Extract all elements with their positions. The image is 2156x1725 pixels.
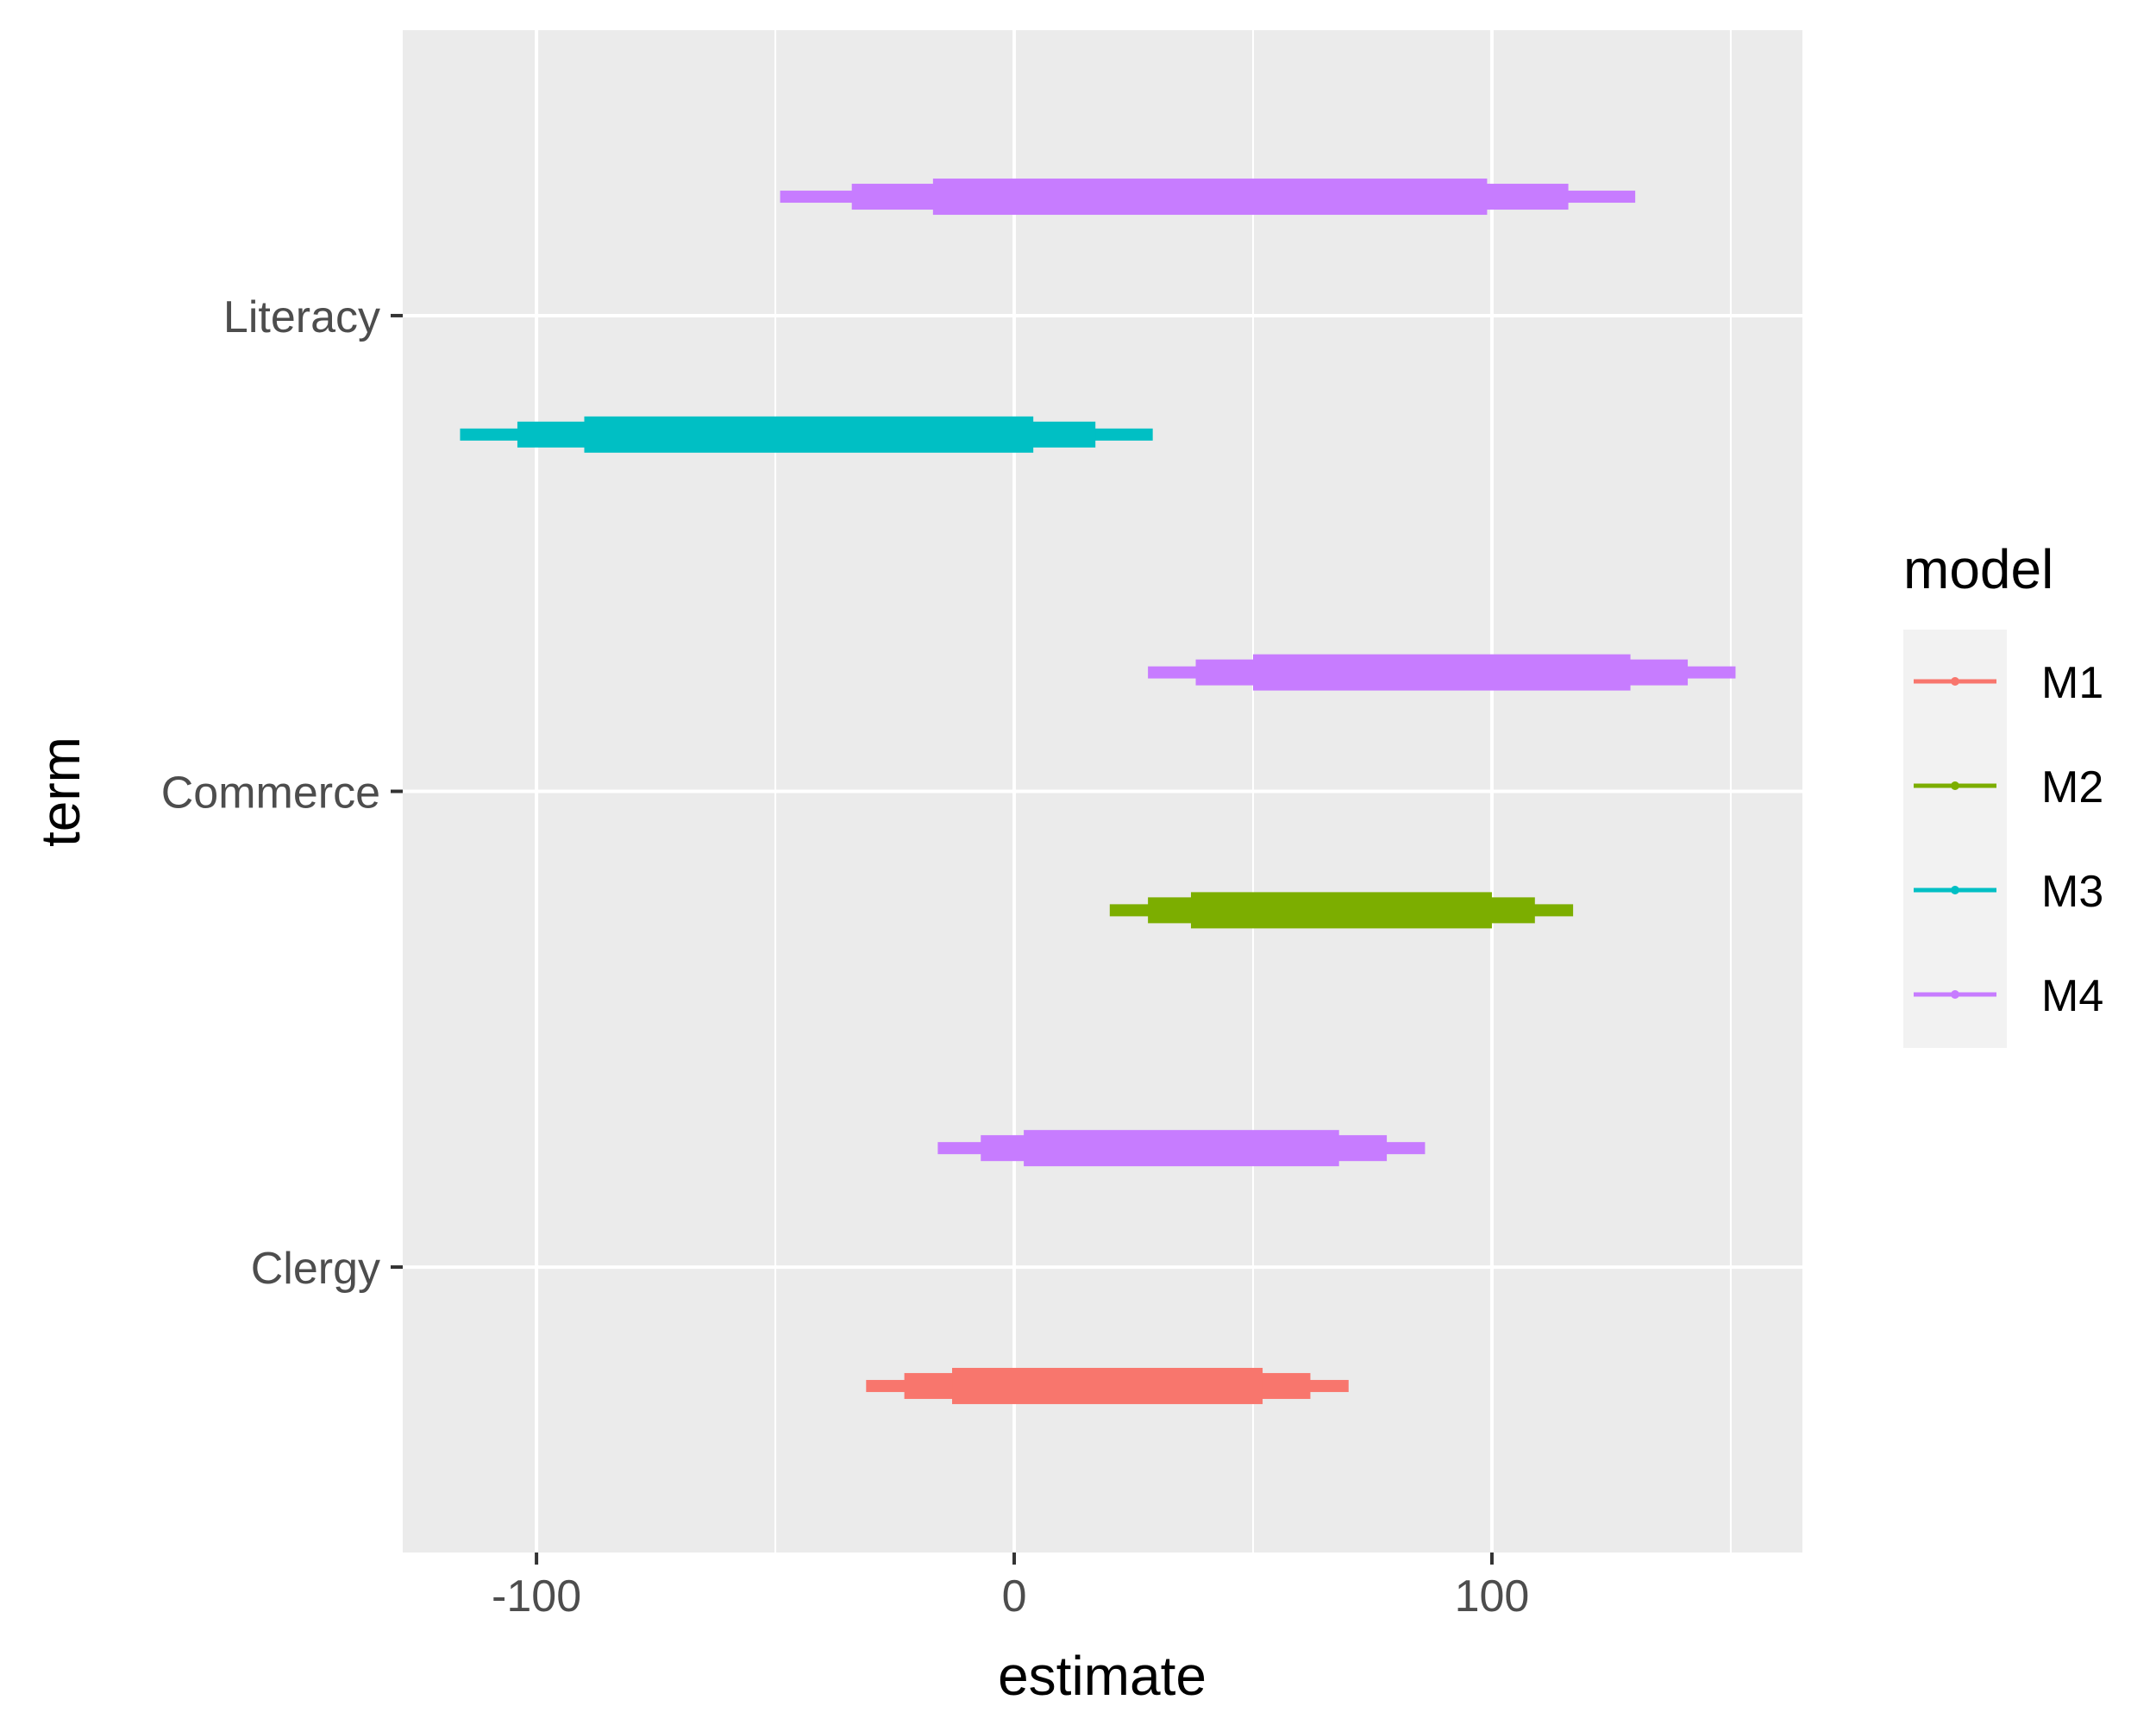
x-tick-label: 0 bbox=[1002, 1571, 1027, 1622]
x-tick-label: 100 bbox=[1455, 1571, 1530, 1622]
legend-label: M1 bbox=[2041, 658, 2103, 708]
legend-item-m3: M3 bbox=[1914, 867, 2103, 917]
legend-key-point bbox=[1951, 886, 1959, 894]
y-tick-label: Literacy bbox=[223, 292, 380, 342]
legend-item-m4: M4 bbox=[1914, 971, 2103, 1021]
interval-m4-clergy bbox=[937, 1130, 1426, 1167]
legend: model M1 M2 M3 M4 bbox=[1903, 538, 2103, 1048]
interval-bar-inner bbox=[932, 179, 1488, 216]
y-tick-label: Clergy bbox=[251, 1244, 380, 1294]
x-axis: -100 0 100 bbox=[492, 1552, 1529, 1622]
interval-m4-literacy bbox=[780, 179, 1636, 216]
x-axis-title: estimate bbox=[998, 1645, 1206, 1707]
legend-title: model bbox=[1903, 538, 2053, 600]
interval-bar-inner bbox=[952, 1367, 1263, 1404]
y-axis-title: term bbox=[29, 737, 91, 847]
interval-marks bbox=[460, 179, 1736, 1404]
legend-item-m2: M2 bbox=[1914, 762, 2103, 812]
legend-key-background bbox=[1903, 630, 2007, 1048]
legend-item-m1: M1 bbox=[1914, 658, 2103, 708]
y-axis: Clergy Commerce Literacy bbox=[161, 292, 403, 1294]
interval-m3-literacy bbox=[460, 416, 1153, 453]
interval-m2-commerce bbox=[1109, 892, 1574, 929]
legend-key-point bbox=[1951, 781, 1959, 790]
major-gridlines bbox=[403, 30, 1802, 1552]
x-tick-label: -100 bbox=[492, 1571, 581, 1622]
legend-label: M2 bbox=[2041, 762, 2103, 812]
legend-key-point bbox=[1951, 990, 1959, 999]
legend-label: M3 bbox=[2041, 867, 2103, 917]
interval-bar-inner bbox=[1190, 892, 1492, 929]
interval-bar-inner bbox=[1252, 654, 1631, 691]
legend-label: M4 bbox=[2041, 971, 2103, 1021]
interval-m1-clergy bbox=[866, 1367, 1349, 1404]
legend-key-point bbox=[1951, 677, 1959, 686]
y-tick-label: Commerce bbox=[161, 768, 380, 819]
interval-m4-commerce bbox=[1148, 654, 1736, 691]
interval-bar-inner bbox=[1024, 1130, 1339, 1167]
interval-bar-inner bbox=[584, 416, 1034, 453]
